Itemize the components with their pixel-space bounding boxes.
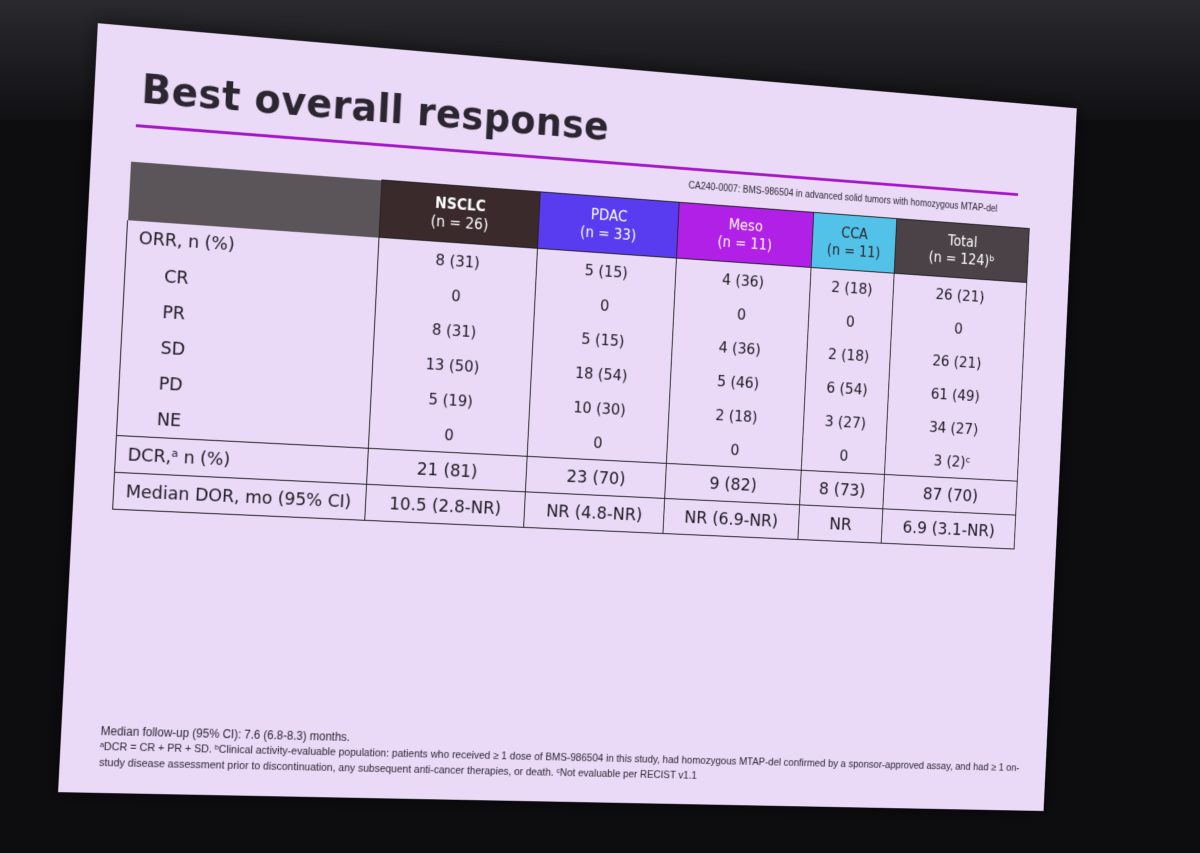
table-cell: 2 (18)	[809, 267, 895, 308]
column-n: (n = 33)	[579, 223, 637, 245]
slide-title: Best overall response	[140, 66, 611, 150]
column-name: CCA	[840, 224, 869, 244]
footnotes: Median follow-up (95% CI): 7.6 (6.8-8.3)…	[99, 723, 1022, 791]
response-table: NSCLC (n = 26) PDAC (n = 33) Meso (n = 11) …	[112, 161, 1030, 550]
column-name: Meso	[728, 216, 764, 236]
table-cell: 3 (27)	[802, 402, 888, 441]
column-n: (n = 124)ᵇ	[928, 248, 995, 270]
table-cell: 0	[801, 436, 887, 475]
table-cell: 6.9 (3.1-NR)	[881, 508, 1016, 550]
column-n: (n = 11)	[717, 233, 773, 254]
column-name: Total	[947, 232, 978, 252]
header-total: Total (n = 124)ᵇ	[894, 218, 1030, 283]
table-cell: 10.5 (2.8-NR)	[364, 484, 526, 528]
table-cell: 8 (73)	[799, 470, 885, 509]
table-cell: 2 (18)	[806, 335, 892, 374]
header-cca: CCA (n = 11)	[811, 212, 897, 274]
presentation-slide: Best overall response CA240-0007: BMS-98…	[58, 23, 1077, 812]
header-pdac: PDAC (n = 33)	[537, 191, 679, 259]
column-n: (n = 26)	[430, 212, 489, 234]
column-name: PDAC	[590, 205, 628, 226]
table-cell: 0	[807, 301, 893, 341]
header-meso: Meso (n = 11)	[676, 202, 814, 268]
table-cell: NR	[797, 504, 883, 544]
table-cell: NR (4.8-NR)	[523, 491, 665, 534]
column-n: (n = 11)	[826, 240, 881, 262]
table-cell: NR (6.9-NR)	[662, 498, 800, 540]
table-cell: 6 (54)	[804, 368, 890, 408]
